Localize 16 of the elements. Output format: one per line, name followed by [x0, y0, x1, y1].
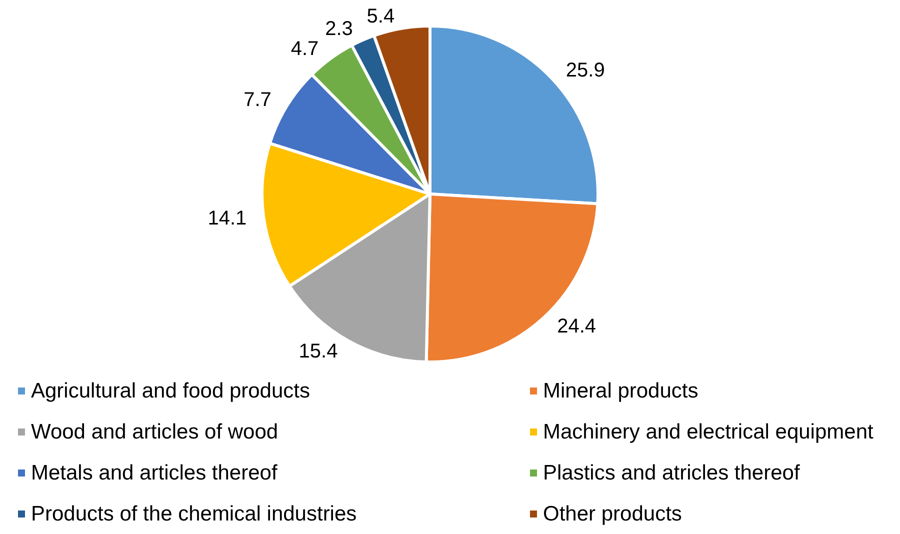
- legend-label: Plastics and atricles thereof: [543, 462, 800, 484]
- data-label: 5.4: [366, 6, 395, 28]
- data-label: 2.3: [325, 18, 353, 40]
- data-label: 7.7: [244, 89, 272, 112]
- data-label: 25.9: [566, 59, 605, 82]
- legend-label: Other products: [543, 502, 682, 526]
- data-label: 4.7: [290, 38, 319, 60]
- legend-label: Machinery and electrical equipment: [543, 420, 874, 444]
- legend-label: Products of the chemical industries: [31, 502, 357, 526]
- legend-label: Mineral products: [543, 380, 698, 402]
- data-label: 14.1: [208, 208, 247, 230]
- legend-label: Metals and articles thereof: [31, 462, 278, 484]
- legend-label: Agricultural and food products: [31, 380, 310, 402]
- data-label: 24.4: [557, 315, 596, 338]
- legend-label: Wood and articles of wood: [31, 420, 278, 444]
- data-label: 15.4: [298, 340, 338, 362]
